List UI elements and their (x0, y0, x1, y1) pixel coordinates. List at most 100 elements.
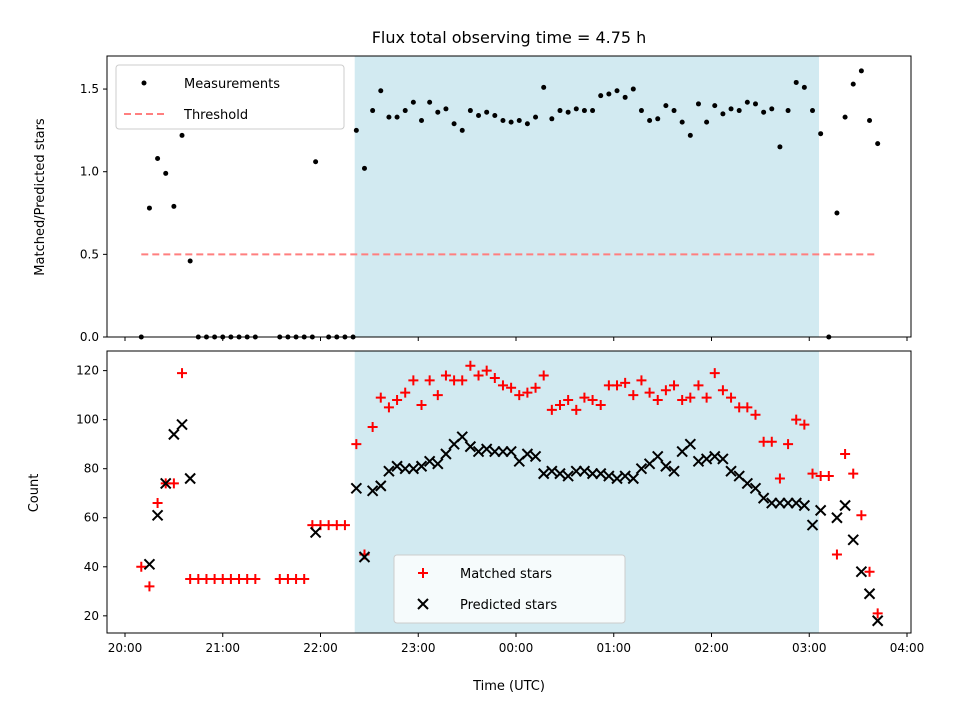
matched-stars-point-18 (299, 574, 310, 585)
matched-stars-point-31 (408, 375, 419, 386)
matched-stars-point-33 (424, 375, 435, 386)
matched-stars-point-27 (375, 392, 386, 403)
matched-stars-point-41 (489, 372, 500, 383)
predicted-stars-point-51 (709, 450, 721, 463)
matched-stars-point-62 (660, 385, 671, 396)
measurements-point-47 (533, 114, 539, 120)
measurements-point-2 (155, 155, 161, 161)
matched-stars-point-83 (831, 549, 842, 560)
matched-stars-point-73 (750, 409, 761, 420)
measurements-point-60 (638, 108, 644, 114)
x-axis-label: Time (UTC) (472, 679, 545, 694)
predicted-stars-point-62 (798, 499, 811, 512)
measurements-point-28 (378, 88, 384, 94)
predicted-stars-point-46 (668, 465, 680, 477)
measurements-point-49 (549, 116, 555, 122)
measurements-point-82 (818, 131, 824, 137)
matched-stars-point-64 (677, 395, 688, 406)
measurements-point-35 (435, 109, 441, 115)
predicted-stars-point-24 (489, 445, 501, 458)
predicted-stars-point-42 (635, 462, 648, 475)
measurements-point-72 (736, 108, 742, 114)
legend-swatch-predicted-stars (417, 598, 429, 610)
measurements-point-27 (370, 108, 376, 114)
legend-box (115, 64, 345, 130)
predicted-stars-point-17 (432, 458, 444, 470)
measurements-point-25 (353, 127, 359, 133)
measurements-point-37 (451, 121, 457, 127)
matched-stars-point-67 (701, 392, 712, 403)
measurements-point-51 (565, 109, 571, 115)
measurements-point-3 (163, 170, 169, 176)
bottom-panel: 20 40 60 80 100 120 20:00 21:00 22:00 23:00 00:00 0… (76, 350, 925, 655)
legend-label-measurements: Measurements (184, 77, 280, 92)
predicted-stars-point-41 (627, 472, 640, 485)
x-tick-label: 01:00 (596, 641, 631, 655)
matched-stars-point-58 (628, 390, 639, 401)
predicted-stars-point-38 (603, 470, 615, 482)
measurements-point-1 (146, 205, 152, 211)
measurements-point-45 (516, 117, 522, 123)
legend-label-threshold: Threshold (183, 108, 248, 123)
predicted-stars-point-39 (611, 472, 623, 485)
predicted-stars-point-31 (546, 465, 558, 477)
measurements-point-84 (834, 210, 840, 216)
matched-stars-point-68 (709, 368, 720, 379)
matched-stars-point-26 (367, 422, 378, 433)
predicted-stars-point-37 (595, 467, 607, 480)
measurements-point-6 (187, 258, 193, 264)
measurements-point-77 (777, 144, 783, 150)
legend-label-matched-stars: Matched stars (460, 567, 552, 582)
measurements-point-41 (484, 109, 490, 115)
matched-stars-point-1 (144, 581, 155, 592)
measurements-point-73 (744, 99, 750, 105)
measurements-point-76 (769, 106, 775, 112)
matched-stars-point-5 (177, 368, 188, 379)
predicted-stars-point-26 (505, 445, 517, 458)
legend: Measurements Threshold (115, 64, 345, 130)
predicted-stars-point-64 (814, 504, 827, 517)
matched-stars-point-70 (726, 392, 737, 403)
measurements-point-36 (443, 106, 449, 112)
matched-stars-point-2 (152, 498, 163, 509)
measurements-point-32 (410, 99, 416, 105)
matched-stars-point-88 (872, 608, 883, 619)
predicted-stars-point-2 (160, 477, 172, 490)
measurements-point-62 (655, 116, 661, 122)
measurements-point-61 (647, 117, 653, 123)
predicted-stars-point-48 (684, 438, 697, 450)
x-tick-label: 04:00 (890, 641, 925, 655)
measurements-point-63 (663, 103, 669, 109)
predicted-stars-point-52 (717, 453, 729, 465)
matched-stars-point-72 (742, 402, 753, 413)
predicted-stars-point-68 (855, 565, 868, 578)
predicted-stars-point-7 (350, 482, 363, 495)
measurements-point-67 (695, 101, 701, 107)
shaded-observing-interval (354, 56, 820, 337)
x-tick-label: 23:00 (401, 641, 436, 655)
y-tick-label: 20 (84, 609, 99, 623)
matched-stars-point-57 (620, 377, 631, 388)
measurements-point-59 (630, 86, 636, 92)
predicted-stars-point-23 (480, 443, 493, 455)
matched-stars-point-61 (652, 395, 663, 406)
chart-title: Flux total observing time = 4.75 h (372, 28, 647, 47)
predicted-stars-point-53 (725, 465, 737, 477)
measurements-point-80 (801, 84, 807, 90)
x-tick-label: 21:00 (205, 641, 240, 655)
matched-stars-point-79 (799, 419, 810, 430)
matched-stars-point-60 (644, 387, 655, 398)
predicted-stars-point-44 (652, 450, 664, 463)
predicted-stars-point-6 (309, 526, 322, 539)
matched-stars-point-50 (563, 395, 574, 406)
predicted-stars-point-10 (375, 480, 387, 492)
matched-stars-point-59 (636, 375, 647, 386)
matched-stars-point-46 (530, 382, 541, 393)
matched-stars-point-39 (473, 370, 484, 381)
measurements-point-48 (541, 84, 547, 90)
matched-stars-point-56 (612, 380, 623, 391)
measurements-point-40 (476, 113, 482, 119)
matched-stars-point-42 (497, 380, 508, 391)
predicted-stars-point-25 (497, 445, 509, 458)
matched-stars-point-53 (587, 395, 598, 406)
